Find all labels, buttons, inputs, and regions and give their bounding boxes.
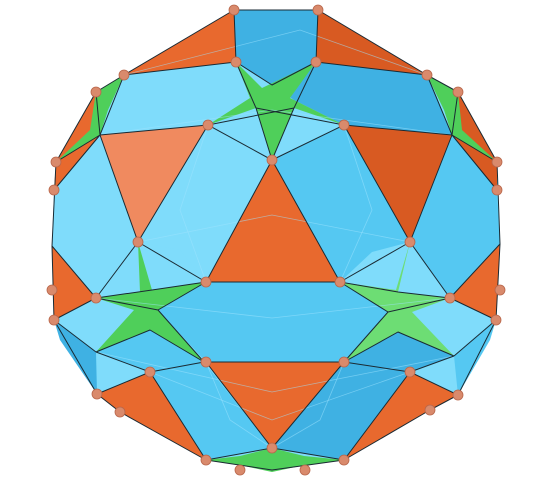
vertex [118,69,130,81]
face-upper-right-blue [272,125,410,282]
vertex [404,236,416,248]
face-right-star-green [340,242,454,362]
vertices [46,4,506,476]
face-right-lower-orange [450,244,500,320]
face-lower-right-blue [272,332,454,460]
vertex [424,404,436,416]
vertex [48,314,60,326]
vertex [91,388,103,400]
vertex [114,406,126,418]
vertex [90,292,102,304]
vertex [338,454,350,466]
face-left-star-green [96,242,206,362]
face-lower-right-orange [344,372,458,460]
vertex [491,156,503,168]
vertex [200,454,212,466]
face-bottom-star-green [206,448,344,472]
vertex [200,276,212,288]
vertex [266,442,278,454]
vertex [494,284,506,296]
vertex [228,4,240,16]
vertex [90,86,102,98]
vertex [452,86,464,98]
vertex [299,464,311,476]
vertex [230,56,242,68]
face-lower-left-blue [96,330,272,460]
face-right-side-blue [410,135,500,298]
vertex [312,4,324,16]
vertex [46,284,58,296]
face-upper-right-orange [344,125,452,242]
vertex [404,366,416,378]
face-right-edge-orange [452,92,497,190]
face-upper-right-star-green [427,75,497,162]
vertex [421,69,433,81]
face-top-star-green [208,62,344,160]
vertex [234,464,246,476]
face-top-left-band [100,62,272,135]
face-left-lower-orange [52,246,96,320]
face-top-right-band [272,62,452,135]
vertex [310,56,322,68]
vertex [491,184,503,196]
vertex [132,236,144,248]
face-upper-left-orange [100,125,208,242]
hidden-edges [95,29,455,449]
vertex [338,119,350,131]
face-right-edge-blue [454,320,496,395]
vertex [144,366,156,378]
vertex [48,184,60,196]
face-upper-left-blue [138,125,272,282]
vertex [444,292,456,304]
face-center-orange [206,160,340,282]
face-left-edge-orange [54,92,100,190]
vertex [202,119,214,131]
face-top-center-blue [234,10,318,85]
vertex [266,154,278,166]
face-middle-blue [158,282,388,362]
face-bottom-center-orange [206,362,344,448]
vertex [50,156,62,168]
vertex [490,314,502,326]
vertex [338,356,350,368]
vertex [200,356,212,368]
vertex [452,389,464,401]
face-upper-left-star-green [56,75,124,162]
vertex [334,276,346,288]
face-lower-left-orange [97,372,206,460]
face-left-side-blue [52,135,138,298]
